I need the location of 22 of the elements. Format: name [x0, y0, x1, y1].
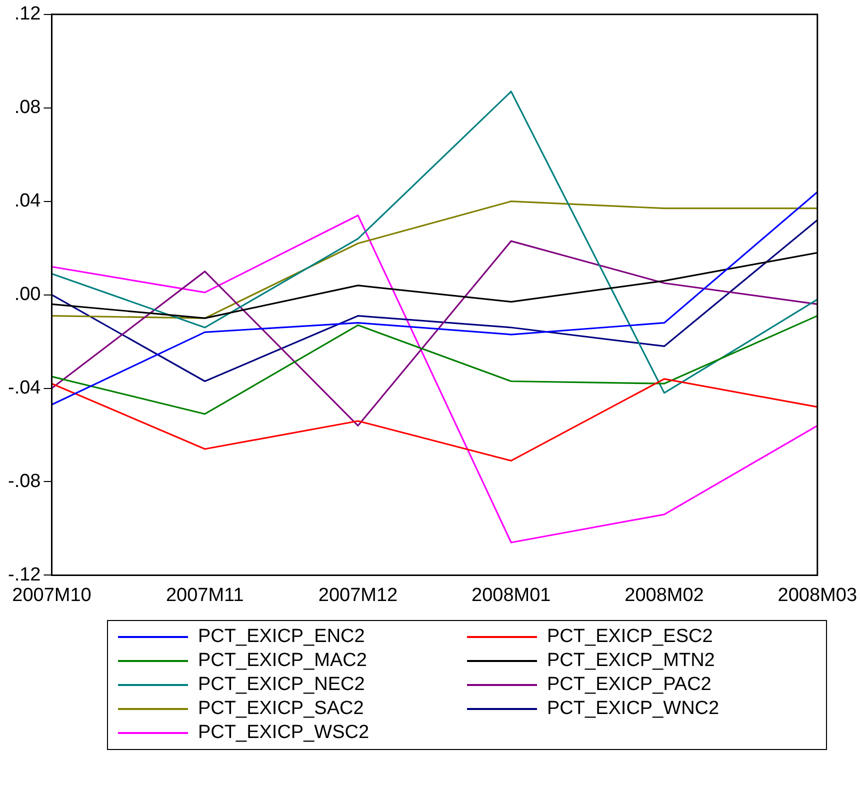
y-tick-label: -.08 [8, 470, 41, 492]
legend-label: PCT_EXICP_ENC2 [198, 626, 365, 648]
y-tick-label: -.12 [8, 564, 41, 586]
x-tick-label: 2008M01 [472, 584, 551, 606]
legend-label: PCT_EXICP_MAC2 [198, 650, 367, 672]
y-tick-label: .04 [14, 190, 42, 212]
x-tick-label: 2008M02 [624, 584, 704, 606]
legend-label: PCT_EXICP_NEC2 [198, 674, 365, 696]
y-tick-label: .12 [14, 4, 41, 25]
x-tick-label: 2007M10 [12, 584, 92, 606]
legend-label: PCT_EXICP_WNC2 [547, 698, 720, 720]
x-tick-label: 2007M12 [318, 584, 398, 606]
x-tick-label: 2008M03 [778, 584, 858, 606]
x-tick-label: 2007M11 [166, 584, 244, 606]
legend-label: PCT_EXICP_SAC2 [198, 698, 364, 720]
legend-label: PCT_EXICP_MTN2 [547, 650, 715, 672]
legend-label: PCT_EXICP_ESC2 [547, 626, 713, 648]
legend-label: PCT_EXICP_WSC2 [198, 722, 370, 744]
legend-label: PCT_EXICP_PAC2 [547, 674, 712, 696]
y-tick-label: .08 [14, 97, 41, 118]
y-tick-label: .00 [14, 284, 41, 306]
y-tick-label: -.04 [8, 378, 42, 398]
